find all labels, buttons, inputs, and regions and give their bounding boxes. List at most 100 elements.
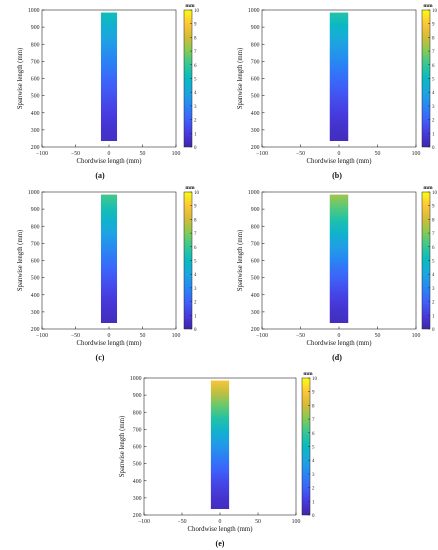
y-tick-label: 700	[31, 241, 40, 247]
panel-2: −100 −50 0 50 100200300400500600700800900100…	[17, 185, 200, 362]
y-tick-label: 500	[31, 94, 40, 100]
colorbar-tick-label: 8	[312, 404, 315, 409]
y-tick-label: 400	[251, 111, 260, 117]
x-axis-label: Chordwise length (mm)	[307, 340, 372, 347]
colorbar-tick-label: 7	[194, 50, 197, 55]
x-tick-label: −50	[177, 519, 186, 525]
colorbar-tick-label: 7	[432, 50, 435, 55]
colorbar-tick-label: 10	[432, 191, 438, 196]
y-axis-label: Spanwise length (mm)	[17, 230, 24, 292]
colorbar-tick-label: 9	[194, 205, 197, 210]
colorbar-tick-label: 8	[432, 36, 435, 41]
y-tick-label: 200	[31, 145, 40, 151]
colorbar-tick-label: 10	[432, 9, 438, 14]
y-axis-label: Spanwise length (mm)	[237, 48, 244, 110]
colorbar-tick-label: 3	[432, 105, 435, 110]
x-tick-label: 100	[412, 151, 421, 157]
colorbar-tick-label: 2	[312, 487, 315, 492]
panel-label: (a)	[95, 171, 105, 180]
colorbar-tick-label: 3	[194, 105, 197, 110]
y-tick-label: 600	[133, 445, 142, 451]
colorbar-unit: mm	[423, 3, 433, 9]
y-tick-label: 900	[251, 25, 260, 31]
colorbar-tick-label: 2	[194, 301, 197, 306]
y-tick-label: 500	[251, 276, 260, 282]
colorbar-unit: mm	[423, 185, 433, 191]
colorbar-tick-label: 1	[194, 132, 197, 137]
panel-4: −100 −50 0 50 100200300400500600700800900100…	[119, 371, 318, 548]
colorbar-tick-label: 4	[312, 459, 315, 464]
colorbar-tick-label: 6	[194, 246, 197, 251]
y-tick-label: 600	[251, 259, 260, 265]
colorbar-tick-label: 6	[194, 64, 197, 69]
colorbar-tick-label: 8	[194, 218, 197, 223]
colorbar-tick-label: 9	[432, 205, 435, 210]
colorbar-tick-label: 6	[432, 246, 435, 251]
colorbar-tick-label: 10	[194, 9, 200, 14]
y-tick-label: 300	[31, 128, 40, 134]
x-tick-label: −50	[71, 151, 80, 157]
colorbar-tick-label: 7	[432, 232, 435, 237]
deflection-field	[100, 12, 118, 142]
y-tick-label: 700	[31, 59, 40, 65]
colorbar-tick-label: 5	[432, 78, 435, 83]
y-tick-label: 800	[31, 224, 40, 230]
y-tick-label: 700	[251, 59, 260, 65]
y-tick-label: 400	[251, 293, 260, 299]
colorbar-tick-label: 0	[432, 328, 435, 333]
y-tick-label: 500	[31, 276, 40, 282]
colorbar-tick-label: 4	[194, 273, 197, 278]
colorbar-tick-label: 8	[194, 36, 197, 41]
x-tick-label: 0	[108, 151, 111, 157]
x-tick-label: 50	[140, 333, 146, 339]
y-tick-label: 600	[251, 77, 260, 83]
colorbar-unit: mm	[185, 185, 195, 191]
colorbar-tick-label: 5	[194, 78, 197, 83]
x-tick-label: 0	[338, 151, 341, 157]
x-tick-label: 50	[375, 333, 381, 339]
colorbar-tick-label: 4	[194, 91, 197, 96]
x-tick-label: −100	[256, 151, 268, 157]
x-tick-label: 100	[292, 519, 301, 525]
colorbar-tick-label: 4	[432, 91, 435, 96]
y-tick-label: 800	[251, 224, 260, 230]
x-tick-label: −100	[256, 333, 268, 339]
y-tick-label: 900	[251, 207, 260, 213]
y-tick-label: 700	[133, 427, 142, 433]
y-tick-label: 800	[31, 42, 40, 48]
y-tick-label: 800	[133, 410, 142, 416]
colorbar-tick-label: 6	[432, 64, 435, 69]
colorbar-tick-label: 9	[194, 23, 197, 28]
colorbar-tick-label: 2	[194, 119, 197, 124]
colorbar-tick-label: 7	[312, 418, 315, 423]
panel-0: −100 −50 0 50 100200300400500600700800900100…	[17, 3, 200, 180]
y-tick-label: 600	[31, 77, 40, 83]
x-tick-label: 0	[108, 333, 111, 339]
colorbar-tick-label: 8	[432, 218, 435, 223]
y-tick-label: 700	[251, 241, 260, 247]
y-tick-label: 500	[133, 462, 142, 468]
y-tick-label: 900	[31, 207, 40, 213]
y-tick-label: 300	[251, 310, 260, 316]
x-tick-label: 0	[219, 519, 222, 525]
y-tick-label: 1000	[248, 8, 260, 14]
colorbar-tick-label: 9	[312, 391, 315, 396]
colorbar-tick-label: 0	[194, 328, 197, 333]
y-tick-label: 300	[31, 310, 40, 316]
colorbar-unit: mm	[185, 3, 195, 9]
y-tick-label: 300	[251, 128, 260, 134]
colorbar-tick-label: 1	[432, 314, 435, 319]
colorbar-tick-label: 0	[432, 146, 435, 151]
x-tick-label: −100	[36, 333, 48, 339]
panel-1: −100 −50 0 50 100200300400500600700800900100…	[237, 3, 438, 180]
colorbar-tick-label: 9	[432, 23, 435, 28]
deflection-field	[329, 12, 349, 142]
colorbar-tick-label: 5	[312, 446, 315, 451]
y-axis-label: Spanwise length (mm)	[119, 416, 126, 478]
y-axis-label: Spanwise length (mm)	[237, 230, 244, 292]
y-tick-label: 900	[31, 25, 40, 31]
y-tick-label: 200	[251, 145, 260, 151]
colorbar-tick-label: 5	[432, 260, 435, 265]
deflection-field	[100, 194, 118, 324]
colorbar-tick-label: 6	[312, 432, 315, 437]
